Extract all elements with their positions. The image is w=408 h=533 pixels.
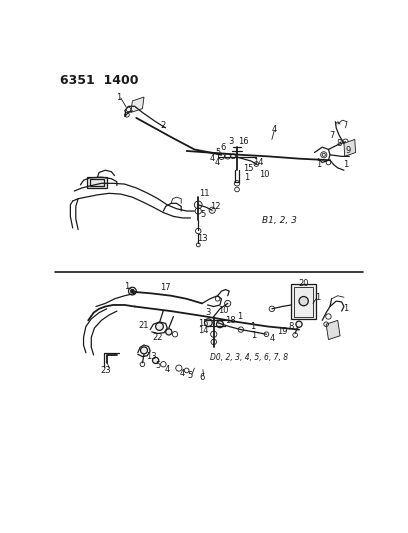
Text: 17: 17	[160, 283, 171, 292]
Text: 1: 1	[343, 304, 348, 313]
Text: 14: 14	[197, 326, 208, 335]
Text: 6351  1400: 6351 1400	[60, 74, 139, 87]
Text: 4: 4	[164, 365, 170, 374]
Text: 13: 13	[197, 234, 208, 243]
Text: 23: 23	[100, 366, 111, 375]
Text: 1: 1	[244, 173, 249, 182]
Bar	[90, 179, 104, 187]
Text: 1: 1	[124, 282, 130, 291]
Text: 13: 13	[146, 352, 157, 361]
Polygon shape	[131, 97, 144, 112]
Circle shape	[153, 357, 159, 364]
Text: 6: 6	[220, 143, 226, 151]
Circle shape	[209, 207, 215, 213]
Text: 21: 21	[139, 321, 149, 330]
Text: 15: 15	[244, 164, 254, 173]
Bar	[291, 284, 316, 319]
Text: 19: 19	[277, 327, 287, 336]
Text: 16: 16	[238, 137, 248, 146]
Bar	[87, 177, 107, 188]
Circle shape	[155, 322, 163, 330]
Text: 4: 4	[272, 125, 277, 134]
Text: 2: 2	[161, 121, 166, 130]
Text: 4: 4	[180, 369, 185, 378]
Circle shape	[131, 289, 134, 293]
Text: 1: 1	[250, 322, 255, 331]
Text: 5: 5	[200, 211, 206, 220]
Text: 6: 6	[200, 373, 205, 382]
Text: 4: 4	[215, 158, 220, 167]
Text: 7: 7	[329, 131, 334, 140]
Circle shape	[204, 319, 212, 327]
Text: 1: 1	[237, 312, 242, 321]
Text: 8: 8	[337, 139, 342, 148]
Text: 3: 3	[228, 137, 233, 146]
Text: 5: 5	[188, 372, 193, 381]
Text: 11: 11	[199, 189, 210, 198]
Polygon shape	[344, 140, 356, 156]
Text: 20: 20	[298, 279, 309, 288]
Circle shape	[217, 321, 224, 328]
Circle shape	[299, 296, 308, 306]
Polygon shape	[326, 320, 340, 340]
Text: 14: 14	[253, 158, 264, 167]
Text: 1: 1	[343, 159, 348, 168]
Circle shape	[194, 201, 202, 209]
Text: 3: 3	[205, 308, 210, 317]
Text: 4: 4	[269, 334, 275, 343]
Text: 8: 8	[288, 322, 294, 331]
Text: 10: 10	[259, 169, 269, 179]
Text: 5: 5	[215, 148, 220, 157]
Text: 1: 1	[315, 293, 320, 302]
Text: D0, 2, 3, 4, 5, 6, 7, 8: D0, 2, 3, 4, 5, 6, 7, 8	[210, 353, 288, 362]
Text: 4: 4	[210, 154, 215, 163]
Text: 12: 12	[210, 202, 221, 211]
Text: 1: 1	[316, 159, 321, 168]
Text: 15: 15	[197, 319, 208, 328]
Circle shape	[296, 321, 302, 327]
Text: B1, 2, 3: B1, 2, 3	[262, 216, 297, 225]
Circle shape	[166, 329, 172, 335]
Text: 1: 1	[117, 93, 122, 102]
Text: 22: 22	[153, 333, 163, 342]
Text: 9: 9	[346, 147, 351, 156]
Text: 10: 10	[218, 306, 228, 315]
Circle shape	[224, 301, 231, 306]
Text: 18: 18	[226, 316, 236, 325]
Text: 1: 1	[251, 332, 257, 340]
Bar	[294, 287, 313, 317]
Text: 5: 5	[155, 361, 161, 370]
Circle shape	[140, 347, 147, 354]
